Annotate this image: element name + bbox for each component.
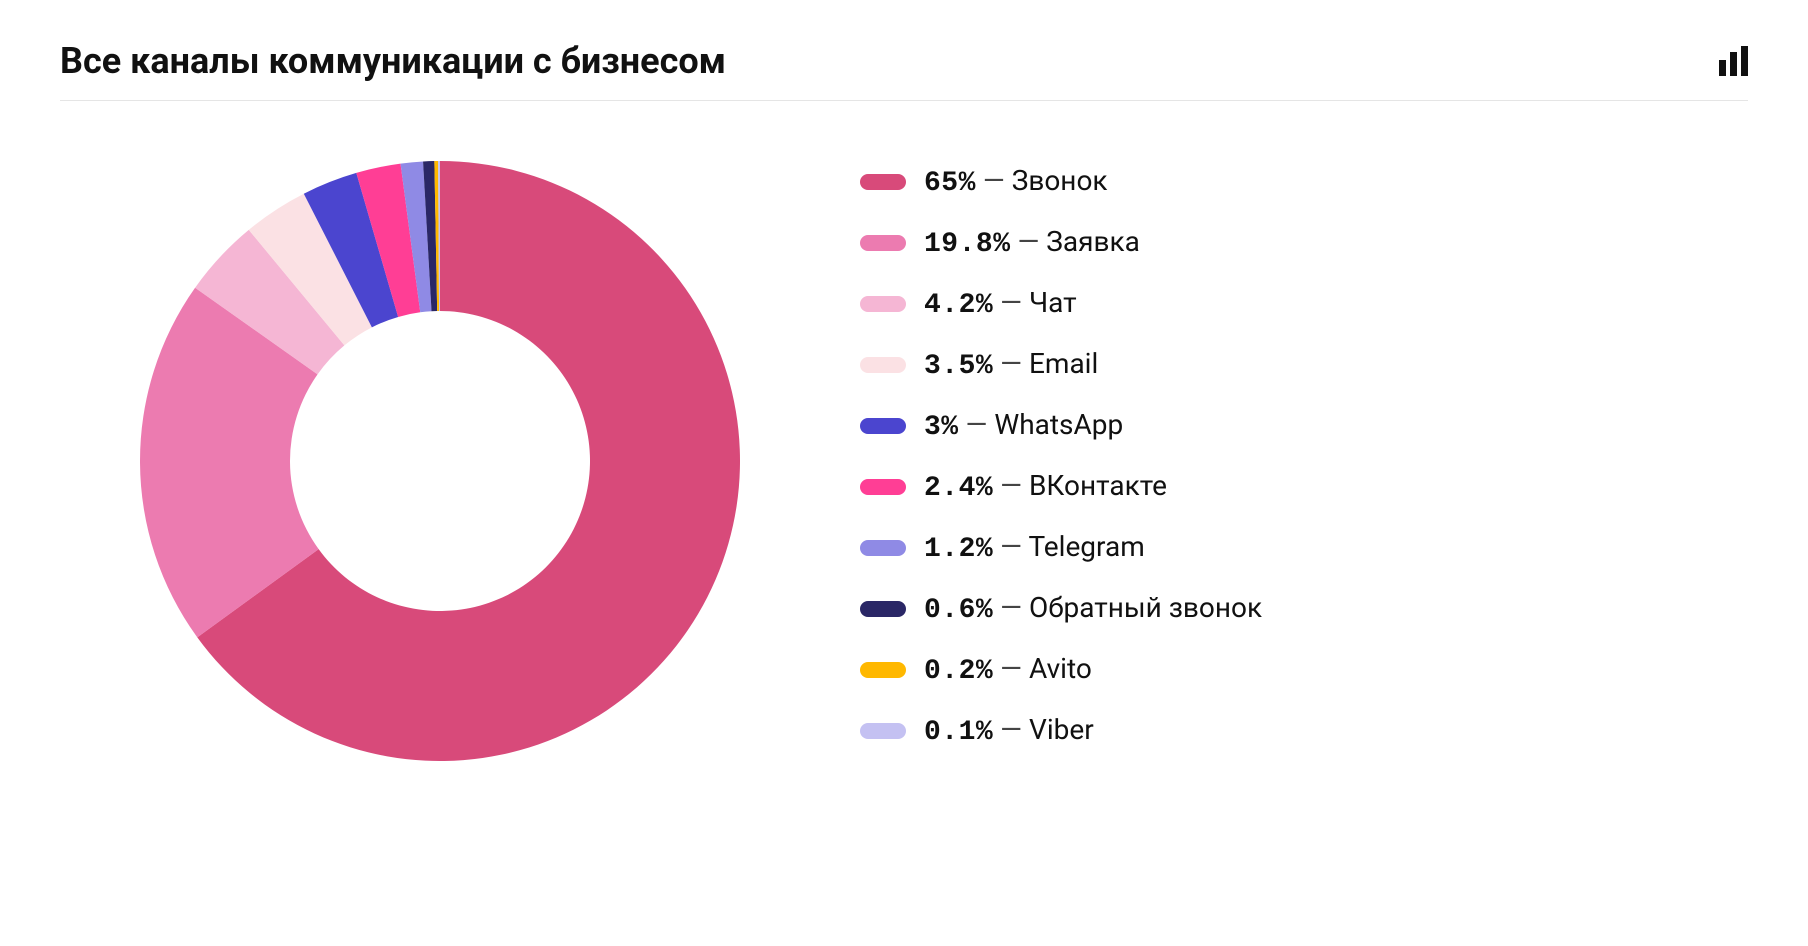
legend-percent: 1.2% [924,534,993,565]
legend-text: 2.4% — ВКонтакте [924,469,1167,504]
legend-text: 4.2% — Чат [924,286,1077,321]
legend-label: Viber [1029,713,1094,746]
chart-container: Все каналы коммуникации с бизнесом 65% —… [0,0,1808,946]
legend-label: Avito [1029,652,1092,685]
donut-svg [140,161,740,761]
legend-separator: — [993,530,1028,563]
legend-separator: — [993,652,1029,685]
legend-swatch [860,662,906,678]
legend-label: Звонок [1012,164,1108,197]
legend-separator: — [993,591,1029,624]
legend-percent: 3% [924,412,959,443]
legend-item: 4.2% — Чат [860,286,1748,321]
chart-title: Все каналы коммуникации с бизнесом [60,40,726,82]
legend-separator: — [993,286,1029,319]
header: Все каналы коммуникации с бизнесом [60,40,1748,101]
legend-swatch [860,296,906,312]
legend-percent: 2.4% [924,473,993,504]
legend-percent: 65% [924,168,976,199]
chart-content: 65% — Звонок 19.8% — Заявка 4.2% — Чат 3.5%… [60,161,1748,761]
legend-swatch [860,418,906,434]
legend-item: 3.5% — Email [860,347,1748,382]
legend-label: ВКонтакте [1029,469,1167,502]
legend-text: 3% — WhatsApp [924,408,1123,443]
legend-separator: — [993,713,1029,746]
legend-text: 3.5% — Email [924,347,1098,382]
donut-chart [140,161,740,761]
legend-separator: — [959,408,995,441]
legend-percent: 0.6% [924,595,993,626]
legend-swatch [860,479,906,495]
legend-item: 65% — Звонок [860,164,1748,199]
legend-percent: 0.2% [924,656,993,687]
legend-label: Заявка [1046,225,1140,258]
legend-swatch [860,235,906,251]
legend-separator: — [1011,225,1047,258]
legend-text: 65% — Звонок [924,164,1108,199]
legend-item: 0.1% — Viber [860,713,1748,748]
legend-percent: 3.5% [924,351,993,382]
legend-separator: — [976,164,1012,197]
legend-percent: 0.1% [924,717,993,748]
legend-label: Telegram [1028,530,1144,563]
legend-swatch [860,174,906,190]
legend-label: Обратный звонок [1029,591,1262,624]
legend-text: 0.6% — Обратный звонок [924,591,1262,626]
legend-swatch [860,357,906,373]
legend-percent: 19.8% [924,229,1011,260]
legend-swatch [860,540,906,556]
legend-item: 19.8% — Заявка [860,225,1748,260]
legend-label: Email [1029,347,1098,380]
legend-text: 0.2% — Avito [924,652,1092,687]
legend-item: 2.4% — ВКонтакте [860,469,1748,504]
legend-label: Чат [1029,286,1077,319]
bar-chart-icon [1719,46,1748,76]
legend-text: 1.2% — Telegram [924,530,1145,565]
legend-text: 19.8% — Заявка [924,225,1140,260]
legend-swatch [860,601,906,617]
legend-separator: — [993,347,1029,380]
legend-item: 3% — WhatsApp [860,408,1748,443]
legend-label: WhatsApp [994,408,1123,441]
legend-item: 1.2% — Telegram [860,530,1748,565]
legend-separator: — [993,469,1029,502]
legend: 65% — Звонок 19.8% — Заявка 4.2% — Чат 3.5%… [860,164,1748,748]
legend-item: 0.6% — Обратный звонок [860,591,1748,626]
legend-percent: 4.2% [924,290,993,321]
legend-swatch [860,723,906,739]
legend-text: 0.1% — Viber [924,713,1094,748]
legend-item: 0.2% — Avito [860,652,1748,687]
